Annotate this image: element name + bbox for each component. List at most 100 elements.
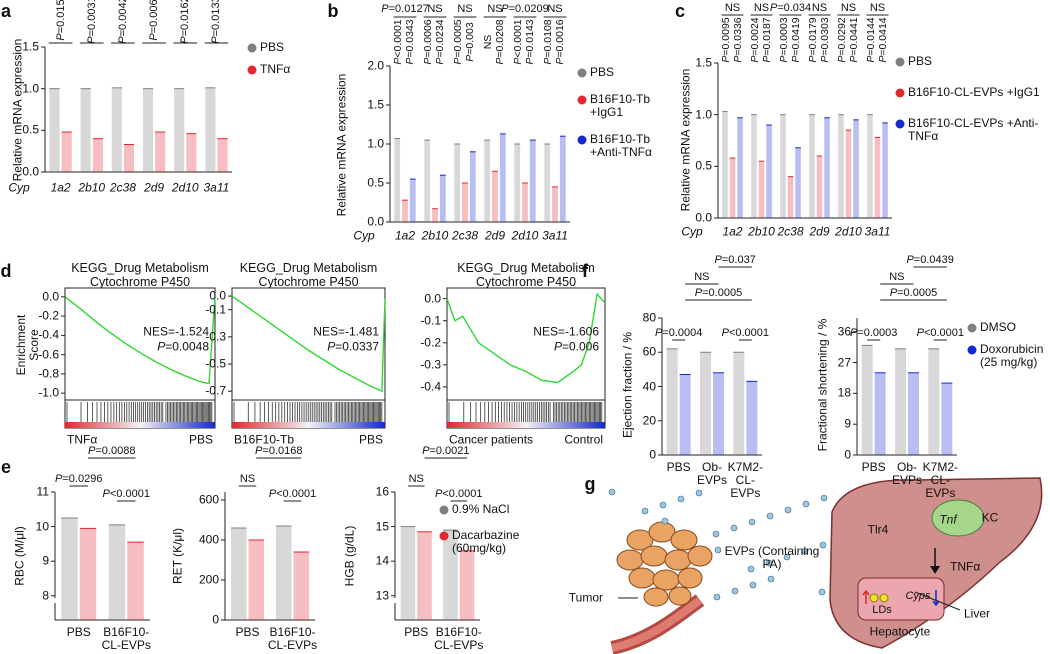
p-value: P<0.0001 bbox=[512, 19, 525, 65]
bar bbox=[186, 133, 197, 172]
x-tick-label: 1a2 bbox=[394, 228, 416, 243]
p-value: P=0.0208 bbox=[494, 19, 507, 65]
p-value: P=0.0127 bbox=[381, 2, 429, 15]
y-axis-label: Enrichment Score bbox=[13, 314, 41, 376]
y-tick-label: 0.0 bbox=[209, 288, 226, 303]
diagram-label: Tumor bbox=[568, 590, 603, 605]
p-value: NS bbox=[889, 270, 905, 283]
y-tick-label: 1.0 bbox=[695, 107, 712, 122]
evp bbox=[820, 494, 828, 502]
p-value: P=0.037 bbox=[714, 253, 756, 266]
evp bbox=[784, 506, 792, 514]
x-tick-label: PBS bbox=[404, 625, 429, 639]
x-tick-label: 2d10 bbox=[511, 228, 539, 243]
y-tick-label: 0.5 bbox=[695, 158, 712, 173]
panel-label: a bbox=[0, 1, 12, 22]
x-tick-label: 3a11 bbox=[864, 224, 891, 239]
bar bbox=[409, 179, 416, 222]
bar bbox=[275, 526, 292, 620]
axis-break bbox=[49, 598, 152, 603]
legend-label: B16F10-CL-EVPs +IgG1 bbox=[908, 85, 1040, 99]
y-tick-label: -0.4 bbox=[38, 327, 59, 342]
x-tick-label: 3a11 bbox=[203, 180, 230, 195]
x-tick-label: B16F10-CL-EVPs bbox=[434, 625, 484, 653]
p-value: P=0.0024 bbox=[748, 17, 761, 63]
x-tick-label: 2b10 bbox=[78, 180, 106, 195]
p-value: P=0.0003 bbox=[777, 17, 790, 63]
legend-marker bbox=[439, 505, 449, 515]
p-value: P=0.0419 bbox=[789, 17, 802, 63]
p-value: P=0.0209 bbox=[501, 2, 549, 15]
y-axis-label: RET (K/μl) bbox=[170, 527, 185, 585]
evp bbox=[661, 517, 669, 525]
rank-gradient bbox=[65, 422, 215, 428]
p-value: NS bbox=[811, 1, 828, 14]
legend-label: Doxorubicin (25 mg/kg) bbox=[980, 342, 1044, 370]
p-value: NS bbox=[547, 2, 563, 15]
y-tick-label: 2.0 bbox=[367, 58, 384, 73]
y-tick-label: 0 bbox=[844, 447, 851, 462]
p-value: P=0.0234 bbox=[434, 19, 447, 65]
y-tick-label: 11 bbox=[36, 484, 49, 499]
bar bbox=[737, 117, 743, 218]
p-value: P=0.0031 bbox=[85, 0, 98, 44]
p-value: P=0.0143 bbox=[524, 19, 537, 65]
y-tick-label: -0.3 bbox=[420, 357, 441, 372]
bar bbox=[861, 345, 873, 455]
p-value: NS bbox=[840, 1, 857, 14]
p-value: P=0.0162 bbox=[179, 0, 192, 44]
x-tick-label: 2c38 bbox=[451, 228, 479, 243]
rank-left-label: Cancer patients bbox=[449, 432, 534, 447]
bar bbox=[443, 530, 458, 620]
legend-marker bbox=[577, 95, 587, 105]
legend-marker bbox=[967, 323, 977, 333]
panel-label: f bbox=[582, 261, 588, 282]
y-tick-label: 80 bbox=[642, 310, 656, 325]
bar bbox=[424, 140, 431, 222]
p-value: P=0.0168 bbox=[255, 444, 303, 457]
enrichment-curve bbox=[446, 292, 606, 384]
bar bbox=[49, 88, 60, 172]
diagram-label: g bbox=[584, 474, 596, 495]
y-tick-label: 60 bbox=[642, 344, 656, 359]
bar bbox=[439, 175, 446, 222]
p-value: P<0.0001 bbox=[268, 487, 317, 500]
p-value: NS bbox=[487, 2, 503, 15]
y-tick-label: 0.0 bbox=[695, 210, 712, 225]
bar bbox=[722, 111, 728, 218]
y-tick-label: 13 bbox=[375, 588, 389, 603]
bar bbox=[462, 183, 468, 222]
y-tick-label: -0.1 bbox=[420, 313, 441, 328]
y-tick-label: -0.2 bbox=[38, 308, 59, 323]
p-value: P=0.003 bbox=[464, 22, 477, 62]
p-value: P<0.0001 bbox=[721, 326, 770, 339]
liver-leader bbox=[914, 591, 961, 611]
diagram-label: LDs bbox=[872, 603, 892, 616]
rank-left-label: TNFα bbox=[67, 432, 98, 447]
bar bbox=[155, 132, 166, 172]
y-tick-label: 0.0 bbox=[424, 291, 441, 306]
bar bbox=[666, 348, 678, 455]
y-tick-label: 0 bbox=[212, 612, 219, 627]
evp bbox=[608, 488, 616, 496]
evp bbox=[712, 530, 720, 538]
bar bbox=[816, 156, 823, 218]
p-value: P=0.0005 bbox=[452, 19, 465, 65]
p-value: P<0.0001 bbox=[392, 19, 405, 65]
p-value: P=0.0005 bbox=[694, 286, 743, 299]
chart-title: KEGG_Drug Metabolism Cytochrome P450 bbox=[71, 261, 209, 289]
y-tick-label: 15 bbox=[375, 519, 389, 533]
p-value: P=0.0439 bbox=[906, 253, 954, 266]
bar bbox=[713, 372, 724, 455]
bar bbox=[394, 138, 401, 222]
bar bbox=[217, 138, 228, 172]
x-tick-label: PBS bbox=[666, 460, 691, 474]
bar bbox=[61, 517, 78, 620]
liver bbox=[829, 477, 1043, 649]
y-tick-label: 1.0 bbox=[367, 136, 384, 151]
bar bbox=[928, 348, 940, 455]
evp bbox=[749, 581, 757, 589]
bar bbox=[787, 176, 794, 218]
nes-label: NES=-1.481 bbox=[313, 324, 379, 339]
x-tick-label: 2d9 bbox=[809, 224, 830, 239]
